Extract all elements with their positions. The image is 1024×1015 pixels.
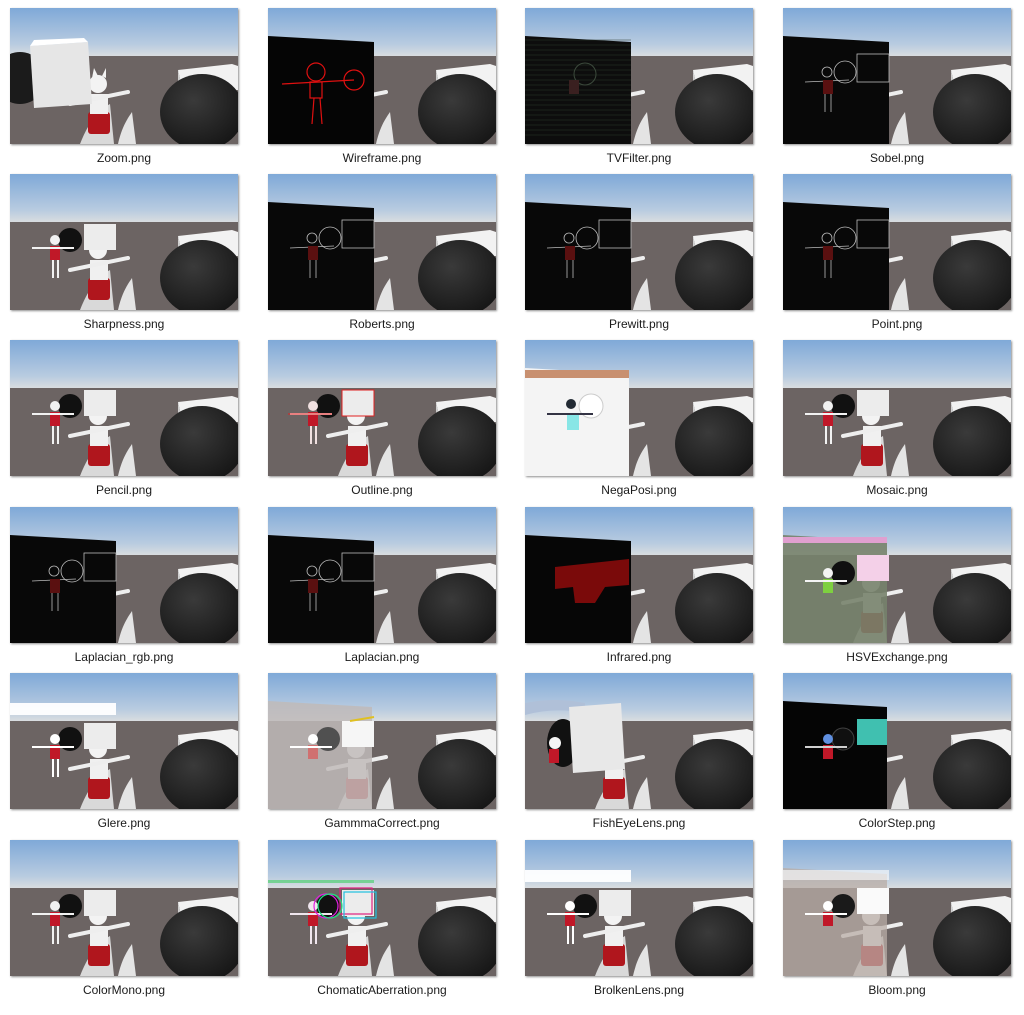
file-name-label: Wireframe.png [342, 151, 422, 165]
file-thumbnail[interactable] [783, 340, 1011, 476]
file-name-label: Sobel.png [869, 151, 925, 165]
file-thumbnail[interactable] [525, 507, 753, 643]
file-tile[interactable]: Laplacian.png [268, 507, 500, 667]
file-tile[interactable]: Bloom.png [783, 840, 1015, 1000]
file-thumbnail[interactable] [10, 8, 238, 144]
file-name-label: Infrared.png [606, 650, 672, 664]
file-name-label: Zoom.png [96, 151, 152, 165]
file-name-label: Point.png [871, 317, 923, 331]
file-name-label: Laplacian.png [344, 650, 420, 664]
file-name-label: BrolkenLens.png [593, 983, 685, 997]
file-tile[interactable]: ColorMono.png [10, 840, 242, 1000]
file-thumbnail[interactable] [783, 8, 1011, 144]
file-thumbnail[interactable] [783, 507, 1011, 643]
file-name-label: Pencil.png [95, 483, 153, 497]
file-tile[interactable]: Outline.png [268, 340, 500, 500]
file-thumbnail[interactable] [10, 673, 238, 809]
file-thumbnail[interactable] [268, 507, 496, 643]
file-tile[interactable]: Prewitt.png [525, 174, 757, 334]
file-thumbnail[interactable] [10, 340, 238, 476]
file-tile[interactable]: TVFilter.png [525, 8, 757, 168]
file-thumbnail[interactable] [783, 174, 1011, 310]
file-name-label: GammmaCorrect.png [324, 816, 440, 830]
file-thumbnail[interactable] [525, 8, 753, 144]
file-thumbnail[interactable] [783, 673, 1011, 809]
file-thumbnail[interactable] [525, 174, 753, 310]
file-name-label: FishEyeLens.png [592, 816, 686, 830]
file-thumbnail[interactable] [268, 673, 496, 809]
file-thumbnail[interactable] [10, 174, 238, 310]
file-thumbnail[interactable] [268, 174, 496, 310]
file-thumbnail[interactable] [525, 340, 753, 476]
file-tile[interactable]: Laplacian_rgb.png [10, 507, 242, 667]
file-thumbnail[interactable] [268, 8, 496, 144]
file-tile[interactable]: Roberts.png [268, 174, 500, 334]
file-tile[interactable]: HSVExchange.png [783, 507, 1015, 667]
file-name-label: Mosaic.png [866, 483, 928, 497]
file-tile[interactable]: FishEyeLens.png [525, 673, 757, 833]
file-thumbnail[interactable] [525, 673, 753, 809]
file-tile[interactable]: Sharpness.png [10, 174, 242, 334]
file-name-label: Prewitt.png [608, 317, 670, 331]
file-name-label: NegaPosi.png [601, 483, 677, 497]
file-tile[interactable]: Zoom.png [10, 8, 242, 168]
file-name-label: Roberts.png [349, 317, 415, 331]
file-thumbnail[interactable] [268, 840, 496, 976]
file-tile[interactable]: ColorStep.png [783, 673, 1015, 833]
file-name-label: ChomaticAberration.png [317, 983, 447, 997]
file-tile[interactable]: ChomaticAberration.png [268, 840, 500, 1000]
file-tile[interactable]: Point.png [783, 174, 1015, 334]
file-tile[interactable]: Wireframe.png [268, 8, 500, 168]
file-name-label: ColorStep.png [858, 816, 936, 830]
file-name-label: Sharpness.png [83, 317, 165, 331]
file-thumbnail[interactable] [783, 840, 1011, 976]
file-thumbnail[interactable] [525, 840, 753, 976]
file-thumbnail[interactable] [10, 507, 238, 643]
file-thumbnail[interactable] [10, 840, 238, 976]
file-tile[interactable]: Sobel.png [783, 8, 1015, 168]
file-tile[interactable]: Mosaic.png [783, 340, 1015, 500]
file-name-label: ColorMono.png [82, 983, 166, 997]
file-tile[interactable]: GammmaCorrect.png [268, 673, 500, 833]
file-thumbnail[interactable] [268, 340, 496, 476]
file-tile[interactable]: Glere.png [10, 673, 242, 833]
file-tile[interactable]: NegaPosi.png [525, 340, 757, 500]
file-name-label: TVFilter.png [606, 151, 672, 165]
file-tile[interactable]: Pencil.png [10, 340, 242, 500]
file-name-label: HSVExchange.png [846, 650, 948, 664]
file-tile[interactable]: Infrared.png [525, 507, 757, 667]
file-name-label: Outline.png [351, 483, 413, 497]
file-name-label: Laplacian_rgb.png [74, 650, 174, 664]
file-name-label: Glere.png [97, 816, 151, 830]
file-name-label: Bloom.png [868, 983, 926, 997]
file-tile[interactable]: BrolkenLens.png [525, 840, 757, 1000]
